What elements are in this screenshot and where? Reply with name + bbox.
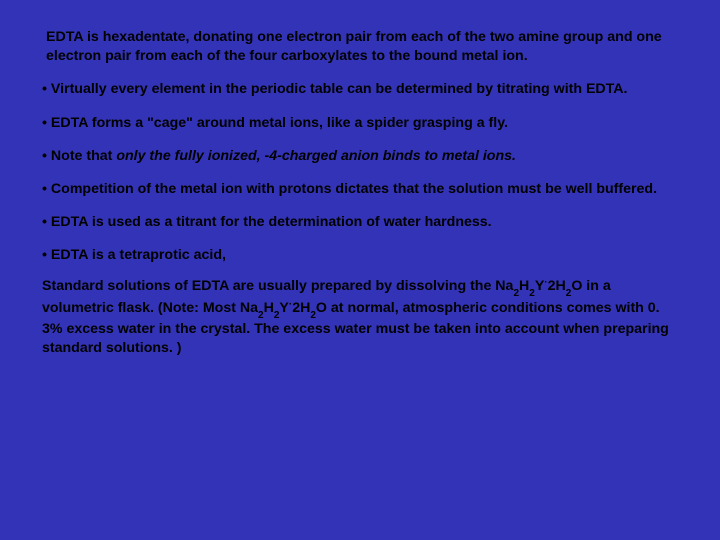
std-text-c2: Y — [279, 300, 288, 316]
std-text-d: 2H — [548, 278, 566, 294]
bullet-ionized: • Note that only the fully ionized, -4-c… — [42, 147, 678, 166]
bullet-competition: • Competition of the metal ion with prot… — [42, 180, 678, 199]
subscript-2: 2 — [529, 288, 535, 299]
standard-solutions-paragraph: Standard solutions of EDTA are usually p… — [42, 277, 678, 358]
bullet-tetraprotic: • EDTA is a tetraprotic acid, — [42, 246, 678, 265]
bullet-periodic-table: • Virtually every element in the periodi… — [42, 80, 678, 99]
std-text-d2: 2H — [292, 300, 310, 316]
subscript-2: 2 — [566, 288, 572, 299]
std-text-a: Standard solutions of EDTA are usually p… — [42, 278, 513, 294]
intro-paragraph: EDTA is hexadentate, donating one electr… — [42, 28, 678, 66]
subscript-2: 2 — [258, 310, 264, 321]
std-text-c: Y — [535, 278, 544, 294]
subscript-2: 2 — [513, 288, 519, 299]
subscript-2: 2 — [274, 310, 280, 321]
bullet-titrant-hardness: • EDTA is used as a titrant for the dete… — [42, 213, 678, 232]
dot-separator: · — [544, 277, 547, 288]
dot-separator: · — [289, 299, 292, 310]
std-text-b: H — [519, 278, 529, 294]
bullet-ionized-emph: only the fully ionized, -4-charged anion… — [116, 148, 516, 164]
bullet-ionized-pre: • Note that — [42, 148, 116, 164]
std-text-b2: H — [264, 300, 274, 316]
subscript-2: 2 — [310, 310, 316, 321]
bullet-cage: • EDTA forms a "cage" around metal ions,… — [42, 114, 678, 133]
